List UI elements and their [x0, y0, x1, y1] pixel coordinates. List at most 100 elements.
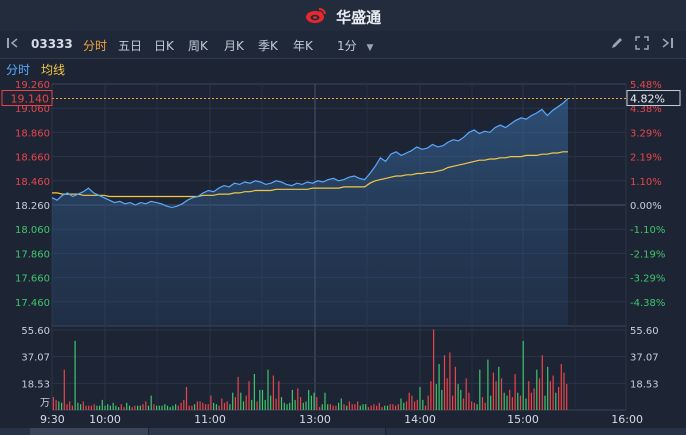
pct-tick-label: -4.38% — [630, 298, 665, 309]
volume-bar — [194, 404, 196, 410]
price-area-fill — [52, 98, 568, 326]
intraday-label[interactable]: 分时 — [6, 63, 31, 77]
volume-bar — [126, 402, 128, 410]
brand: 华盛通 — [0, 6, 686, 28]
price-tick-label: 19.260 — [15, 80, 50, 91]
period-select[interactable]: 1分 ▼ — [337, 37, 373, 54]
volume-bar — [408, 392, 410, 410]
pct-tick-label: 3.29% — [630, 128, 662, 139]
indicator-bar: 分时 均线 — [0, 59, 686, 79]
volume-bar — [215, 404, 217, 410]
volume-bar — [547, 366, 549, 410]
volume-bar — [107, 404, 109, 410]
volume-bar — [517, 392, 519, 410]
volume-bar — [338, 402, 340, 410]
volume-bar — [435, 384, 437, 410]
collapse-right-icon[interactable] — [658, 36, 674, 54]
avg-line-label[interactable]: 均线 — [41, 63, 66, 77]
volume-bar — [462, 398, 465, 410]
volume-bar — [346, 405, 348, 410]
time-scrollbar[interactable] — [0, 428, 686, 435]
volume-bar — [259, 389, 261, 410]
volume-bar — [476, 404, 478, 410]
volume-bar — [481, 397, 484, 410]
volume-bar — [457, 384, 459, 410]
volume-bar — [308, 389, 310, 410]
volume-tick-label: 37.07 — [21, 353, 50, 364]
volume-bar — [99, 405, 101, 410]
volume-bar — [131, 407, 133, 410]
scroll-segment-morning[interactable] — [30, 428, 149, 435]
volume-bar — [332, 405, 334, 410]
volume-bar — [397, 404, 399, 410]
volume-bar — [324, 392, 326, 410]
volume-bar — [492, 372, 494, 410]
tab-monthly-k[interactable]: 月K — [224, 39, 244, 53]
tab-intraday[interactable]: 分时 — [83, 39, 108, 53]
pencil-draw-icon[interactable] — [610, 36, 624, 54]
volume-bar — [82, 401, 84, 410]
volume-bar — [172, 405, 174, 410]
volume-bar — [166, 405, 169, 410]
volume-bar — [465, 378, 467, 410]
volume-bar — [365, 404, 367, 410]
tab-weekly-k[interactable]: 周K — [188, 39, 208, 53]
volume-bar — [473, 402, 475, 410]
volume-bar — [484, 402, 486, 410]
volume-bar — [240, 392, 242, 410]
volume-bar — [495, 381, 497, 410]
volume-bar — [202, 402, 204, 410]
volume-bar — [112, 402, 114, 410]
volume-bar — [280, 397, 283, 410]
volume-bar — [373, 404, 375, 410]
price-tick-label: 18.260 — [15, 201, 50, 212]
tab-daily-k[interactable]: 日K — [154, 39, 174, 53]
tab-yearly-k[interactable]: 年K — [293, 39, 313, 53]
volume-bar — [378, 402, 380, 410]
volume-bar — [300, 397, 302, 410]
volume-bar — [454, 366, 456, 410]
volume-bar — [272, 375, 274, 410]
volume-bar — [519, 395, 522, 410]
volume-bar — [381, 407, 383, 410]
volume-bar — [302, 402, 304, 410]
volume-bar — [123, 407, 125, 410]
volume-bar — [411, 395, 413, 410]
collapse-left-icon[interactable] — [6, 36, 22, 54]
volume-bar — [66, 404, 68, 410]
volume-bar — [213, 402, 215, 410]
volume-bar — [414, 401, 416, 410]
volume-bar — [490, 395, 492, 410]
brand-logo-icon — [305, 6, 327, 28]
volume-bar — [471, 401, 473, 410]
volume-bar — [256, 401, 258, 410]
volume-bar — [544, 395, 546, 410]
volume-bar — [367, 407, 369, 410]
volume-bar — [150, 395, 152, 410]
volume-bar — [514, 374, 516, 410]
fullscreen-icon[interactable] — [635, 36, 649, 54]
volume-unit-label: 万 — [40, 398, 50, 409]
volume-bar — [61, 402, 63, 410]
volume-bar — [153, 404, 155, 410]
volume-bar — [196, 401, 198, 410]
volume-bar — [218, 405, 220, 410]
tab-five-day[interactable]: 五日 — [118, 39, 143, 53]
scroll-segment-midday[interactable] — [149, 428, 386, 435]
volume-tick-label-right: 18.53 — [630, 379, 659, 390]
volume-bar — [101, 399, 103, 410]
time-tick-label: 14:00 — [404, 413, 436, 426]
volume-bar — [319, 407, 321, 410]
pct-tick-label: 0.00% — [630, 201, 662, 212]
volume-bar — [487, 359, 489, 410]
time-tick-label: 9:30 — [40, 413, 65, 426]
volume-bar — [118, 407, 120, 410]
volume-bar — [427, 395, 429, 410]
volume-bar — [340, 398, 342, 410]
tab-quarterly-k[interactable]: 季K — [258, 39, 278, 53]
volume-bar — [441, 389, 443, 410]
volume-bar — [354, 404, 356, 410]
volume-tick-label: 18.53 — [21, 379, 50, 390]
price-tick-label: 17.660 — [15, 274, 50, 285]
